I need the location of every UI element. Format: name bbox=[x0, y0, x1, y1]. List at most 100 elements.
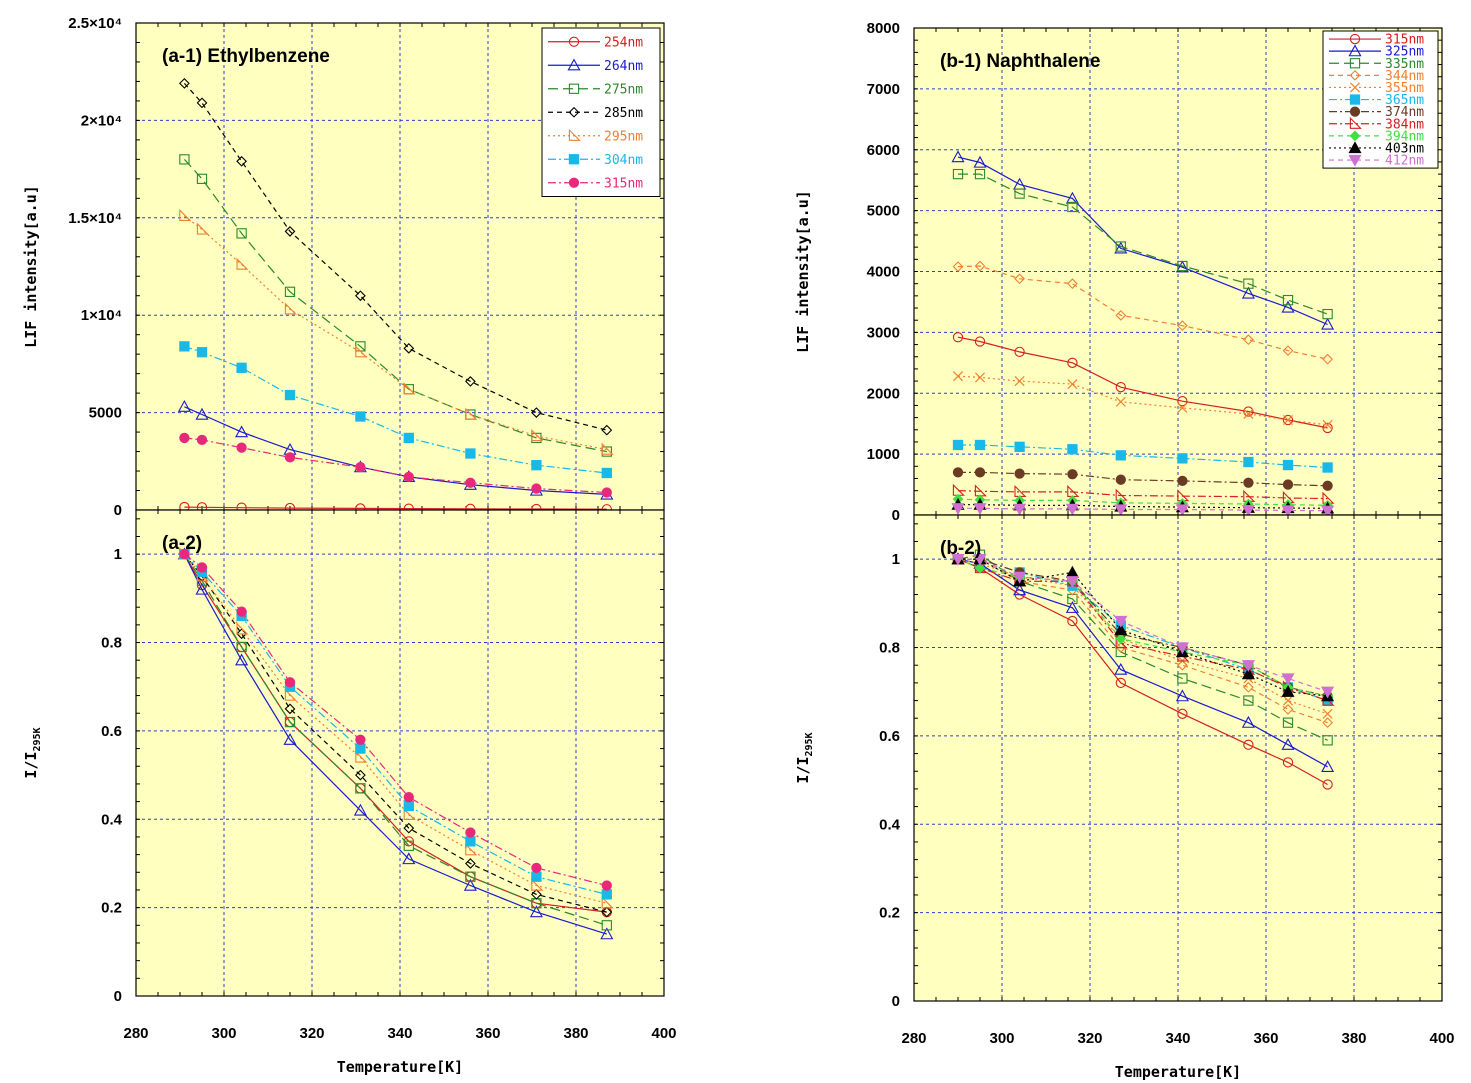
data-point-355nm bbox=[1243, 408, 1254, 419]
legend: 254nm 264nm 275nm 285nm 295nm 304nm 315nm bbox=[541, 27, 661, 197]
data-point-344nm bbox=[1067, 278, 1078, 290]
data-point-275nm bbox=[465, 871, 476, 882]
series-line-304nm bbox=[184, 345, 607, 474]
y-tick-label: 2×10⁴ bbox=[81, 112, 122, 129]
data-point-295nm bbox=[403, 382, 416, 395]
data-point-315nm bbox=[284, 677, 296, 688]
data-point-264nm bbox=[283, 733, 297, 745]
series-line-315nm bbox=[957, 558, 1328, 786]
panel-title: (a-2) bbox=[162, 533, 202, 554]
data-point-325nm bbox=[1175, 260, 1189, 273]
data-point-285nm bbox=[601, 424, 613, 436]
y-tick-label: 8000 bbox=[867, 20, 900, 37]
legend-marker-304nm bbox=[568, 154, 580, 165]
data-point-374nm bbox=[1322, 480, 1333, 491]
data-point-335nm bbox=[1177, 673, 1188, 684]
x-axis-label: Temperature[K] bbox=[1115, 1063, 1241, 1081]
legend-marker-412nm bbox=[1348, 154, 1362, 167]
series-line-384nm bbox=[957, 490, 1328, 500]
x-tick-label: 280 bbox=[123, 1025, 148, 1042]
y-tick-label: 7000 bbox=[867, 81, 900, 98]
data-point-315nm bbox=[1177, 708, 1188, 719]
data-point-403nm bbox=[1281, 684, 1295, 697]
data-point-412nm bbox=[1281, 505, 1295, 518]
panel-b-2: 0 0.2 0.4 0.6 0.8 1 280 300 320 340 360 380 400 Tempe… bbox=[794, 514, 1455, 1081]
data-point-315nm bbox=[601, 487, 612, 498]
data-point-355nm bbox=[1067, 379, 1078, 390]
y-tick-label: 1.5×10⁴ bbox=[68, 210, 122, 227]
data-point-275nm bbox=[284, 716, 296, 728]
data-point-412nm bbox=[1241, 504, 1255, 517]
legend-entry: 285nm bbox=[604, 106, 643, 121]
data-point-315nm bbox=[196, 562, 208, 573]
data-point-335nm bbox=[1177, 260, 1188, 272]
data-point-304nm bbox=[196, 347, 208, 358]
data-point-325nm bbox=[1321, 317, 1335, 330]
data-point-285nm bbox=[403, 342, 415, 354]
data-point-315nm bbox=[236, 442, 247, 453]
series-line-285nm bbox=[183, 82, 607, 431]
data-point-315nm bbox=[952, 332, 964, 343]
legend-entry: 315nm bbox=[1385, 33, 1424, 48]
data-point-315nm bbox=[1177, 396, 1188, 407]
legend-entry: 394nm bbox=[1385, 129, 1424, 144]
data-point-335nm bbox=[1014, 188, 1025, 199]
plot-frame bbox=[913, 514, 1443, 1002]
legend-entry: 365nm bbox=[1385, 93, 1424, 108]
legend-marker-295nm bbox=[568, 128, 581, 141]
x-tick-label: 340 bbox=[1165, 1030, 1190, 1047]
data-point-344nm bbox=[1243, 681, 1254, 693]
data-point-264nm bbox=[353, 803, 367, 816]
legend-marker-315nm bbox=[568, 177, 580, 188]
data-point-365nm bbox=[1282, 459, 1294, 471]
data-point-365nm bbox=[1067, 444, 1078, 455]
data-point-344nm bbox=[1014, 273, 1025, 285]
y-tick-label: 0 bbox=[114, 988, 122, 1005]
data-point-325nm bbox=[973, 155, 987, 168]
data-point-412nm bbox=[1013, 571, 1027, 584]
data-point-365nm bbox=[1177, 453, 1188, 464]
x-tick-label: 320 bbox=[299, 1025, 324, 1042]
data-point-295nm bbox=[465, 843, 478, 856]
data-point-304nm bbox=[355, 411, 366, 422]
legend-entry: 344nm bbox=[1385, 69, 1424, 84]
data-point-295nm bbox=[403, 807, 416, 821]
data-point-412nm bbox=[1175, 642, 1189, 655]
series-group bbox=[177, 78, 614, 515]
data-point-295nm bbox=[601, 896, 614, 909]
legend-entry: 355nm bbox=[1385, 81, 1424, 96]
legend-marker-254nm bbox=[568, 36, 580, 47]
panel-title: (b-2) bbox=[940, 538, 981, 559]
data-point-304nm bbox=[179, 341, 190, 352]
data-point-315nm bbox=[236, 606, 247, 617]
data-point-335nm bbox=[1067, 201, 1078, 213]
series-line-325nm bbox=[957, 156, 1328, 326]
data-point-285nm bbox=[465, 376, 476, 387]
data-point-285nm bbox=[196, 97, 208, 109]
data-point-335nm bbox=[952, 168, 964, 180]
y-tick-label: 5000 bbox=[89, 405, 122, 422]
data-point-344nm bbox=[1282, 345, 1294, 357]
data-point-335nm bbox=[1115, 241, 1126, 252]
data-point-315nm bbox=[974, 336, 986, 347]
data-point-304nm bbox=[403, 432, 414, 444]
data-point-264nm bbox=[529, 905, 543, 918]
data-point-304nm bbox=[531, 460, 542, 471]
y-axis-label: LIF intensity[a.u] bbox=[22, 185, 40, 348]
data-point-335nm bbox=[974, 168, 986, 180]
data-point-285nm bbox=[236, 155, 247, 167]
data-point-275nm bbox=[236, 641, 247, 653]
data-point-315nm bbox=[1243, 406, 1254, 417]
data-point-335nm bbox=[1243, 278, 1254, 289]
data-point-412nm bbox=[973, 503, 987, 516]
legend-marker-365nm bbox=[1349, 94, 1361, 105]
data-point-335nm bbox=[1322, 735, 1333, 746]
data-point-355nm bbox=[952, 371, 964, 382]
x-tick-label: 320 bbox=[1077, 1030, 1102, 1047]
data-point-325nm bbox=[1175, 689, 1189, 702]
data-point-275nm bbox=[236, 228, 247, 239]
legend-marker-275nm bbox=[568, 83, 580, 94]
data-point-304nm bbox=[465, 448, 476, 459]
legend-marker-374nm bbox=[1349, 106, 1361, 117]
